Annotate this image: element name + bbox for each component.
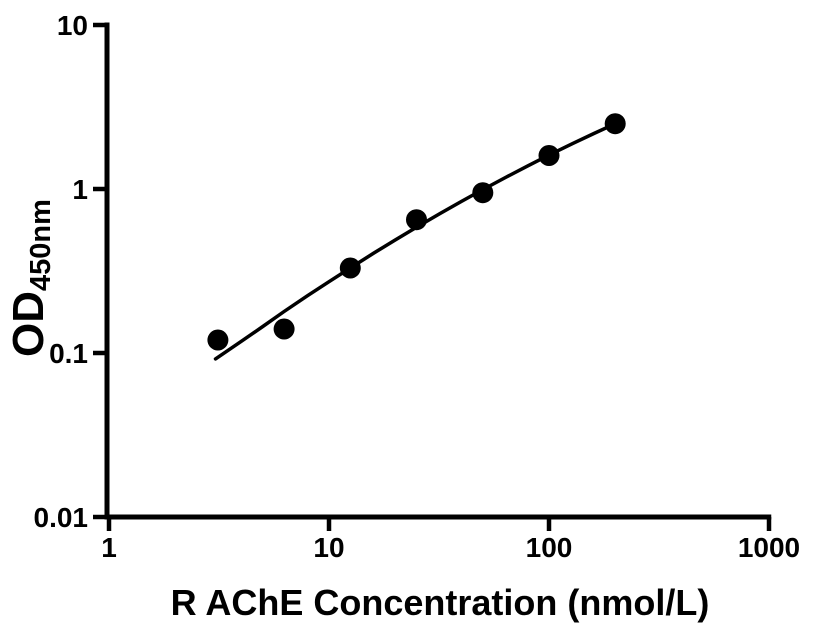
data-point	[207, 329, 229, 351]
y-tick-label: 0.01	[34, 502, 89, 533]
data-point	[273, 318, 295, 340]
data-point	[604, 113, 626, 135]
x-tick-label: 1000	[738, 532, 800, 563]
data-point	[472, 182, 494, 204]
x-tick-label: 1	[101, 532, 117, 563]
y-axis-title: OD 450nm	[4, 178, 59, 378]
y-axis-title-main: OD	[4, 290, 53, 357]
y-tick-label: 0.1	[49, 338, 88, 369]
data-point	[339, 257, 361, 279]
y-tick-label: 10	[57, 10, 88, 41]
y-axis-title-subscript: 450nm	[25, 199, 57, 291]
data-point	[406, 209, 427, 231]
data-point	[538, 145, 560, 166]
x-tick-label: 10	[313, 532, 344, 563]
y-tick-label: 1	[72, 174, 88, 205]
x-axis-title: R AChE Concentration (nmol/L)	[170, 582, 710, 623]
x-tick-label: 100	[526, 532, 573, 563]
